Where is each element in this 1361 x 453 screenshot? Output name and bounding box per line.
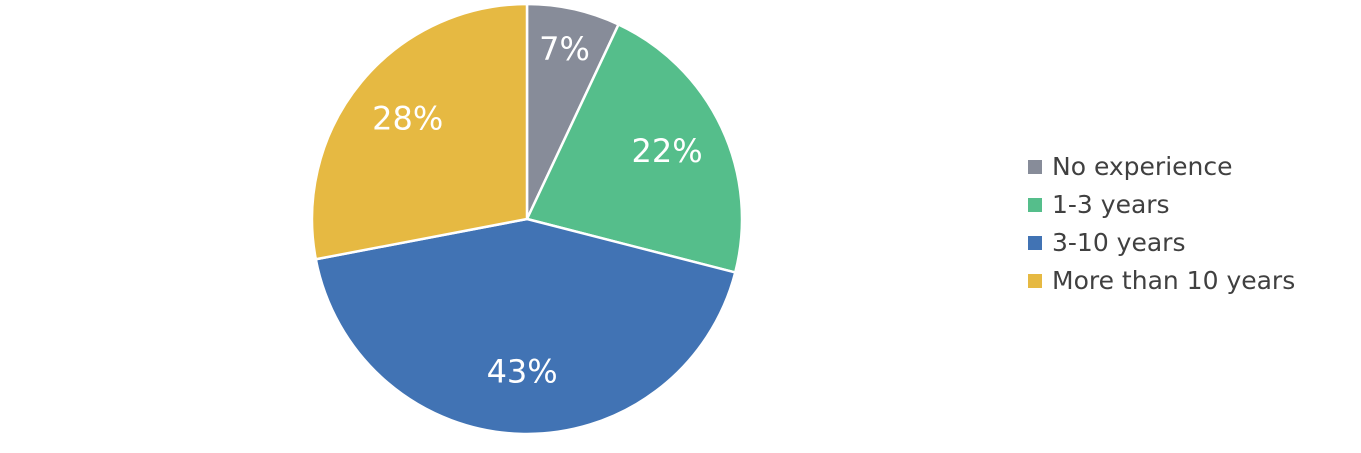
pie-slice: [310, 2, 529, 261]
legend-label: More than 10 years: [1052, 266, 1295, 295]
value-label: 7%: [539, 30, 590, 68]
legend-label: 1-3 years: [1052, 190, 1170, 219]
pie-slice: [525, 22, 744, 274]
legend-swatch: [1028, 160, 1042, 174]
legend-swatch: [1028, 274, 1042, 288]
value-label: 43%: [487, 353, 558, 391]
legend-label: 3-10 years: [1052, 228, 1185, 257]
legend-label: No experience: [1052, 152, 1233, 181]
pie-slice: [314, 217, 737, 436]
value-label: 28%: [372, 99, 443, 137]
legend-swatch: [1028, 198, 1042, 212]
legend-swatch: [1028, 236, 1042, 250]
value-label: 22%: [632, 132, 703, 170]
